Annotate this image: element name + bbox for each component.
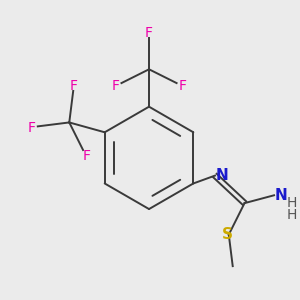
Text: F: F [112, 79, 120, 93]
Text: N: N [216, 168, 229, 183]
Text: H: H [287, 208, 297, 222]
Text: H: H [287, 196, 297, 210]
Text: F: F [83, 149, 91, 163]
Text: F: F [178, 79, 187, 93]
Text: F: F [145, 26, 153, 40]
Text: F: F [69, 79, 77, 93]
Text: N: N [275, 188, 288, 203]
Text: F: F [28, 121, 36, 135]
Text: S: S [222, 227, 233, 242]
